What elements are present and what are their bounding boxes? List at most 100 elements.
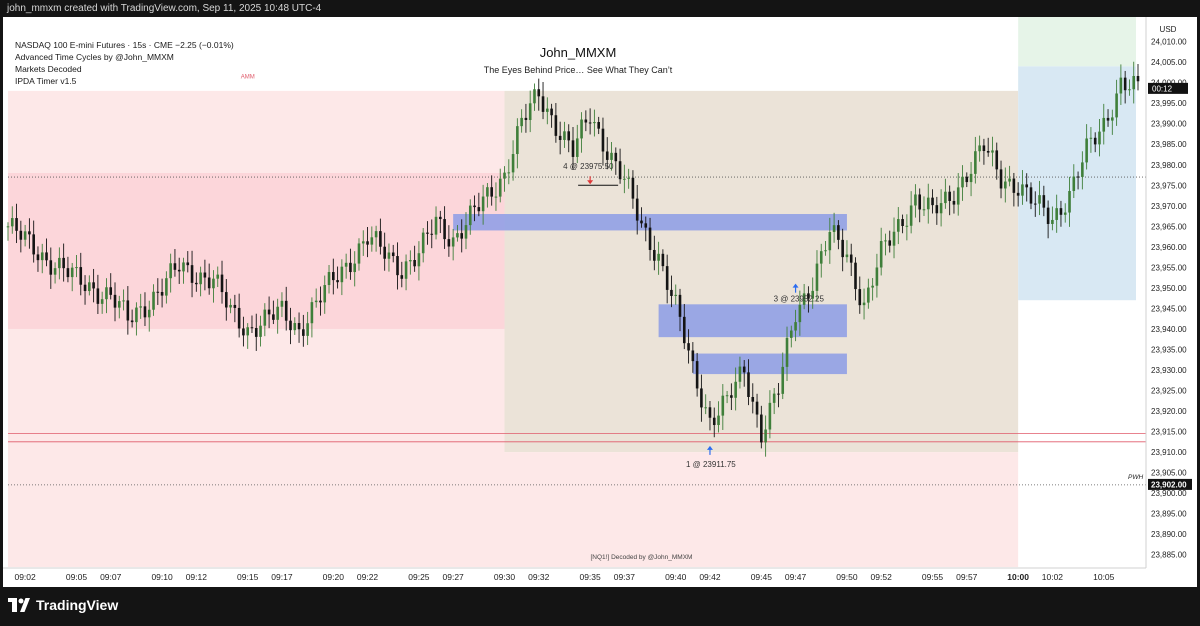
candle-body bbox=[498, 178, 502, 197]
candle-body bbox=[327, 272, 331, 286]
time-tick-label: 09:55 bbox=[922, 572, 944, 582]
candle-body bbox=[49, 260, 53, 275]
indicator-markets-decoded[interactable]: Markets Decoded bbox=[15, 64, 82, 74]
candle-body bbox=[695, 361, 699, 389]
candle-body bbox=[653, 249, 656, 261]
candle-body bbox=[267, 309, 271, 315]
candle-body bbox=[965, 176, 969, 183]
price-chart[interactable]: 4 @ 23975.50 3 @ 23952.25 1 @ 23911.75 AMM [… bbox=[0, 0, 1200, 587]
candle-body bbox=[1021, 184, 1024, 196]
price-tick-label: 23,950.00 bbox=[1151, 284, 1187, 293]
symbol-line[interactable]: NASDAQ 100 E-mini Futures · 15s · CME −2… bbox=[15, 40, 234, 50]
candle-body bbox=[344, 262, 348, 267]
indicator-ipda-timer[interactable]: IPDA Timer v1.5 bbox=[15, 76, 77, 86]
price-tick-label: 23,885.00 bbox=[1151, 551, 1187, 560]
candle-body bbox=[884, 240, 887, 242]
candle-body bbox=[456, 233, 459, 238]
candle-body bbox=[811, 290, 814, 299]
candle-body bbox=[678, 294, 682, 317]
candle-body bbox=[430, 233, 434, 235]
candle-body bbox=[451, 237, 455, 247]
candle-body bbox=[682, 316, 686, 344]
brand-subtitle: The Eyes Behind Price… See What They Can… bbox=[483, 65, 673, 75]
chart-legend: NASDAQ 100 E-mini Futures · 15s · CME −2… bbox=[15, 39, 234, 87]
candle-body bbox=[687, 343, 690, 351]
candle-body bbox=[409, 260, 412, 262]
candle-body bbox=[584, 119, 588, 123]
zones-layer bbox=[8, 17, 1136, 567]
candle-body bbox=[1012, 178, 1016, 193]
candle-body bbox=[627, 177, 630, 179]
candle-body bbox=[464, 225, 468, 239]
candle-body bbox=[139, 306, 142, 308]
time-tick-label: 09:57 bbox=[956, 572, 978, 582]
candle-body bbox=[918, 194, 922, 210]
candle-body bbox=[1029, 187, 1033, 204]
candle-body bbox=[229, 304, 232, 308]
candle-body bbox=[490, 187, 493, 197]
candle-body bbox=[173, 263, 177, 270]
candle-body bbox=[956, 187, 960, 205]
candle-body bbox=[802, 293, 806, 305]
candle-body bbox=[862, 302, 866, 306]
candle-body bbox=[828, 232, 832, 251]
candle-body bbox=[486, 187, 489, 197]
candle-body bbox=[92, 282, 95, 289]
annotation-label: 3 @ 23952.25 bbox=[774, 295, 825, 304]
indicator-time-cycles[interactable]: Advanced Time Cycles by @John_MMXM bbox=[15, 52, 174, 62]
candle-body bbox=[935, 205, 939, 214]
time-axis: 09:02 09:05 09:07 09:10 09:12 09:15 09:17 09:20… bbox=[3, 567, 1197, 587]
candle-body bbox=[892, 231, 896, 246]
candle-body bbox=[747, 372, 750, 397]
candle-body bbox=[858, 289, 862, 306]
candle-body bbox=[199, 272, 202, 285]
pwh-price-badge bbox=[1148, 478, 1192, 490]
zone-light-red-3 bbox=[504, 452, 1019, 567]
candle-body bbox=[849, 254, 853, 263]
levels-layer bbox=[8, 176, 1146, 486]
time-axis-bg bbox=[3, 568, 1197, 587]
candle-body bbox=[832, 225, 836, 233]
candle-body bbox=[1093, 137, 1097, 145]
candle-body bbox=[897, 219, 900, 232]
price-tick-label: 23,985.00 bbox=[1151, 140, 1187, 149]
time-tick-label: 10:05 bbox=[1093, 572, 1115, 582]
time-tick-label: 09:20 bbox=[323, 572, 345, 582]
price-tick-label: 23,895.00 bbox=[1151, 510, 1187, 519]
time-tick-label: 09:37 bbox=[614, 572, 636, 582]
candle-body bbox=[794, 322, 797, 331]
candle-body bbox=[417, 253, 421, 267]
tradingview-logo-icon bbox=[8, 598, 30, 612]
caption-text: john_mmxm created with TradingView.com, … bbox=[7, 3, 322, 14]
up-arrow-head-icon bbox=[706, 445, 713, 450]
candle-body bbox=[1008, 178, 1011, 182]
candle-body bbox=[126, 300, 130, 321]
candle-body bbox=[516, 126, 519, 155]
candle-body bbox=[657, 253, 660, 261]
candle-body bbox=[473, 205, 476, 208]
candle-body bbox=[1106, 117, 1110, 121]
candle-body bbox=[571, 140, 575, 157]
zone-red-1 bbox=[8, 172, 505, 329]
candle-body bbox=[1076, 176, 1080, 178]
candle-body bbox=[1119, 77, 1123, 94]
candle-body bbox=[233, 304, 237, 308]
candle-body bbox=[841, 239, 844, 258]
candle-body bbox=[421, 232, 425, 254]
candle-body bbox=[250, 327, 254, 329]
candle-body bbox=[742, 366, 746, 373]
candle-body bbox=[1115, 93, 1118, 118]
candle-body bbox=[6, 226, 10, 228]
candle-body bbox=[1051, 219, 1054, 224]
amm-label: AMM bbox=[241, 75, 255, 81]
price-tick-label: 23,960.00 bbox=[1151, 243, 1187, 252]
tradingview-logo[interactable]: TradingView bbox=[8, 597, 118, 613]
price-tick-label: 23,990.00 bbox=[1151, 120, 1187, 129]
candle-body bbox=[914, 194, 917, 206]
chart-area[interactable]: 4 @ 23975.50 3 @ 23952.25 1 @ 23911.75 AMM [… bbox=[0, 17, 1200, 587]
candle-body bbox=[640, 220, 643, 224]
candle-body bbox=[306, 323, 309, 336]
candle-body bbox=[88, 282, 91, 292]
candle-body bbox=[336, 280, 339, 283]
candle-body bbox=[725, 395, 729, 397]
